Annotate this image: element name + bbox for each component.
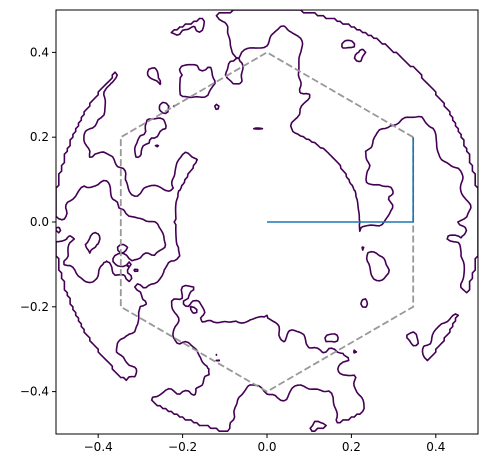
series-layer bbox=[119, 51, 415, 393]
path-line bbox=[267, 137, 415, 223]
x-tick-label: −0.4 bbox=[84, 440, 113, 454]
x-tick-label: 0.2 bbox=[342, 440, 361, 454]
contour-line bbox=[56, 10, 478, 432]
y-tick-label: 0.0 bbox=[30, 215, 49, 229]
y-tick-label: 0.4 bbox=[30, 45, 49, 59]
y-axis: −0.4 −0.2 0.0 0.2 0.4 bbox=[20, 45, 56, 399]
x-tick-label: 0.0 bbox=[257, 440, 276, 454]
y-tick-label: −0.4 bbox=[20, 385, 49, 399]
contour-lines bbox=[56, 10, 478, 432]
y-tick-label: −0.2 bbox=[20, 300, 49, 314]
x-axis: −0.4 −0.2 0.0 0.2 0.4 bbox=[84, 434, 445, 454]
hexagon-boundary-line bbox=[119, 51, 415, 393]
y-tick-label: 0.2 bbox=[30, 130, 49, 144]
x-tick-label: −0.2 bbox=[168, 440, 197, 454]
x-tick-label: 0.4 bbox=[426, 440, 445, 454]
